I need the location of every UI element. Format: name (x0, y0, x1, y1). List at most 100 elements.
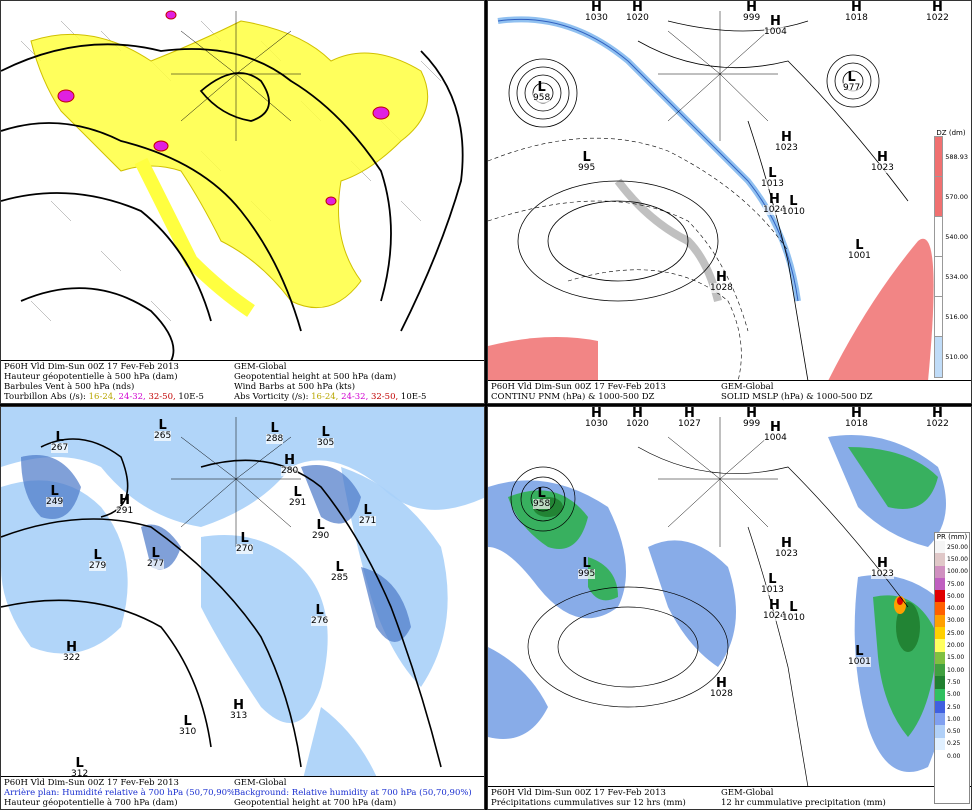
colorbar-label: 540.00 (945, 233, 968, 241)
thickness-red-region (828, 238, 934, 381)
low-pressure-center: L 265 (154, 419, 172, 441)
caption-line: GEM-Global (234, 778, 287, 788)
center-value: 1004 (764, 433, 787, 443)
center-type: H (632, 406, 643, 421)
colorbar-entry: 15.00 (935, 651, 969, 664)
colorbar-entry: 0.00 (935, 750, 969, 763)
colorbar-label: 516.00 (945, 313, 968, 321)
center-value: 322 (63, 653, 81, 663)
center-type: H (851, 0, 862, 15)
high-pressure-center: H 1022 (926, 406, 949, 429)
vort-range-2: 24-32, (118, 392, 146, 402)
colorbar-label: 25.00 (947, 629, 965, 637)
center-type: L (363, 503, 372, 518)
low-pressure-center: L 310 (179, 714, 197, 737)
colorbar-entry: 150.00 (935, 553, 969, 566)
center-value: 1004 (764, 27, 787, 37)
center-value: 313 (230, 711, 248, 721)
colorbar-swatch (935, 651, 945, 664)
center-type: H (746, 406, 758, 421)
center-value: 1023 (775, 143, 798, 153)
center-type: H (716, 270, 727, 285)
colorbar-entry: 10.00 (935, 663, 969, 677)
vort-range-1: 16-24, (88, 392, 116, 402)
colorbar-swatch (935, 614, 945, 628)
low-pressure-center: L 1013 (761, 167, 784, 189)
center-type: L (582, 150, 591, 165)
center-type: H (932, 0, 943, 15)
center-value: 285 (331, 573, 349, 583)
center-type: L (270, 421, 279, 436)
low-pressure-center: L 958 (533, 81, 551, 103)
low-pressure-center: L 1001 (848, 645, 871, 667)
low-pressure-center: L 267 (51, 431, 69, 453)
high-pressure-center: H 1024 (763, 599, 786, 621)
vort-yellow-region (30, 20, 429, 309)
low-pressure-center: L 277 (147, 547, 165, 569)
center-value: 1018 (845, 13, 868, 23)
center-type: L (582, 556, 591, 571)
center-value: 270 (236, 544, 254, 554)
colorbar-label: 570.00 (945, 193, 968, 201)
center-value: 277 (147, 559, 165, 569)
center-value: 1010 (782, 613, 805, 623)
high-pressure-center: H 291 (116, 494, 134, 516)
center-value: 280 (281, 466, 299, 476)
center-value: 1028 (710, 689, 733, 699)
high-pressure-center: H 1022 (926, 0, 949, 23)
caption-line: Hauteur géopotentielle à 700 hPa (dam) (4, 798, 178, 808)
colorbar-entry: 540.00 (934, 216, 968, 258)
low-pressure-center: L 1010 (782, 195, 805, 217)
center-value: 265 (154, 431, 172, 441)
center-value: 279 (89, 561, 107, 571)
colorbar-entry: 510.00 (934, 336, 968, 378)
colorbar-entry: 534.00 (934, 256, 968, 298)
colorbar-label: 30.00 (947, 617, 965, 625)
caption-line: P60H Vld Dim-Sun 00Z 17 Fev-Feb 2013 (491, 788, 666, 798)
colorbar-swatch (935, 565, 945, 578)
center-type: L (93, 548, 102, 563)
center-type: H (877, 556, 888, 571)
center-type: H (684, 406, 695, 421)
colorbar-entry: 2.50 (935, 700, 969, 714)
colorbar-title: PR (mm) (936, 533, 968, 541)
high-pressure-center: H 1030 (585, 1, 608, 23)
center-type: H (877, 150, 888, 165)
high-pressure-center: H 1004 (764, 15, 787, 37)
colorbar-label: 10.00 (947, 666, 965, 674)
low-pressure-center: L 958 (533, 487, 551, 509)
precip-colorbar: PR (mm) 250.00 150.00 100.00 75.00 50.00 40.0… (934, 532, 970, 804)
low-pressure-center: L 305 (317, 426, 335, 448)
colorbar-swatch (935, 541, 945, 554)
center-type: H (932, 406, 943, 421)
low-pressure-center: L 285 (331, 560, 349, 583)
vorticity-legend-fr: Tourbillon Abs (/s): 16-24, 24-32, 32-50… (4, 392, 234, 402)
center-type: L (768, 572, 777, 587)
center-value: 1020 (626, 13, 649, 23)
center-value: 276 (311, 616, 329, 626)
center-value: 1001 (848, 657, 871, 667)
caption-line: Wind Barbs at 500 hPa (kts) (234, 382, 356, 392)
colorbar-label: 534.00 (945, 273, 968, 281)
center-value: 288 (266, 434, 284, 444)
colorbar-swatch (935, 639, 945, 652)
colorbar-entry: 250.00 (935, 541, 969, 554)
center-value: 1001 (848, 251, 871, 261)
center-type: L (847, 70, 856, 85)
colorbar-label: 50.00 (947, 592, 965, 600)
colorbar-swatch (935, 676, 945, 689)
low-pressure-center: L 249 (46, 485, 64, 507)
center-value: 312 (71, 769, 89, 779)
center-type: L (75, 756, 84, 771)
caption-line: Précipitations cummulatives sur 12 hrs (… (491, 798, 686, 808)
center-value: 1018 (845, 419, 868, 429)
center-value: 958 (533, 499, 551, 509)
center-type: L (183, 714, 192, 729)
center-value: 1022 (926, 13, 949, 23)
center-type: H (769, 192, 780, 207)
center-type: L (335, 560, 344, 575)
panel-700hpa-humidity: L 267 L 249 H 291 L 265 L 279 L 277 L 270 L 288 H 280 L 291… (0, 406, 485, 810)
caption-mslp: P60H Vld Dim-Sun 00Z 17 Fev-Feb 2013 GEM-… (488, 380, 971, 403)
colorbar-swatch (935, 590, 945, 603)
caption-line: Barbules Vent à 500 hPa (nds) (4, 382, 135, 392)
